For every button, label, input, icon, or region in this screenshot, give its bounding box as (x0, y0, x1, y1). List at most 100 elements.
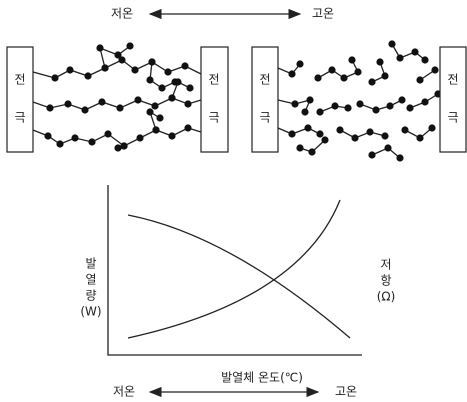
particle (291, 100, 298, 107)
particle (336, 126, 343, 133)
particle (368, 151, 375, 158)
particle (98, 98, 105, 105)
particle (314, 74, 321, 81)
particle (344, 104, 351, 111)
particle (366, 128, 373, 135)
particle (416, 134, 423, 141)
y-left-label: 량 (85, 289, 96, 303)
particle (376, 58, 383, 65)
particle (301, 108, 308, 115)
particle (316, 108, 323, 115)
particle (428, 124, 435, 131)
y-left-label: (W) (80, 305, 101, 319)
particle (148, 58, 155, 65)
particle (416, 76, 423, 83)
particle (51, 74, 58, 81)
electrode-label: 전 (447, 73, 458, 87)
particle (96, 44, 103, 51)
graph-axes (108, 185, 362, 355)
electrode-label: 극 (208, 111, 219, 125)
particle (372, 106, 379, 113)
particle (88, 138, 95, 145)
particle (136, 134, 143, 141)
particle (44, 132, 51, 139)
electrode (201, 47, 228, 152)
resistance-curve (128, 200, 340, 338)
particle (401, 126, 408, 133)
particle (348, 56, 355, 63)
diagram: 저온 고온 전 극 전 극 전 극 전 극 발 열 량 (W) 저 항 (Ω) … (0, 0, 467, 402)
electrode-label: 전 (14, 73, 25, 87)
particle (421, 98, 428, 105)
particle (146, 76, 153, 83)
electrode (7, 47, 33, 152)
particle (406, 104, 413, 111)
particle (181, 62, 188, 69)
particle (104, 130, 111, 137)
particle (131, 66, 138, 73)
particle (411, 48, 418, 55)
particle (46, 104, 53, 111)
power-curve (128, 215, 350, 338)
particle (184, 100, 191, 107)
chain (360, 100, 402, 110)
particle (396, 154, 403, 161)
particle (158, 84, 165, 91)
chain (150, 62, 175, 88)
particle (431, 66, 438, 73)
particle (386, 102, 393, 109)
particle (296, 144, 303, 151)
electrode (440, 47, 466, 152)
particle (304, 124, 311, 131)
y-left-label: 발 (85, 257, 96, 271)
chain (278, 128, 320, 134)
particle (146, 108, 153, 115)
y-right-label: 항 (380, 274, 391, 288)
particle (81, 106, 88, 113)
particle (156, 114, 163, 121)
particle (66, 66, 73, 73)
particle (381, 132, 388, 139)
particle (168, 94, 175, 101)
top-low-label: 저온 (111, 7, 133, 21)
particle (116, 104, 123, 111)
particle (388, 40, 395, 47)
particle (351, 134, 358, 141)
particle (114, 51, 121, 58)
bottom-high-label: 고온 (335, 385, 357, 399)
particle (331, 102, 338, 109)
top-high-label: 고온 (312, 7, 334, 21)
particle (398, 96, 405, 103)
chain (340, 130, 385, 138)
particle (126, 42, 133, 49)
particle (114, 144, 121, 151)
particle (368, 78, 375, 85)
particle (56, 140, 63, 147)
particle (288, 70, 295, 77)
chain (33, 60, 201, 78)
particle (384, 144, 391, 151)
polymer-chains (33, 40, 442, 161)
particle (184, 124, 191, 131)
particle (186, 84, 193, 91)
particle (381, 72, 388, 79)
particle (396, 54, 403, 61)
particle (288, 130, 295, 137)
electrode-label: 극 (259, 111, 270, 125)
particle (71, 134, 78, 141)
particle (306, 96, 313, 103)
particle (321, 136, 328, 143)
particle (354, 68, 361, 75)
electrode-label: 전 (208, 73, 219, 87)
y-left-label: 열 (85, 273, 96, 287)
particle (328, 66, 335, 73)
particle (134, 96, 141, 103)
particle (151, 102, 158, 109)
electrode-label: 극 (447, 111, 458, 125)
particle (84, 72, 91, 79)
particle (64, 100, 71, 107)
particle (164, 68, 171, 75)
y-right-label: 저 (380, 258, 391, 272)
y-right-label: (Ω) (377, 290, 396, 304)
particle (356, 100, 363, 107)
